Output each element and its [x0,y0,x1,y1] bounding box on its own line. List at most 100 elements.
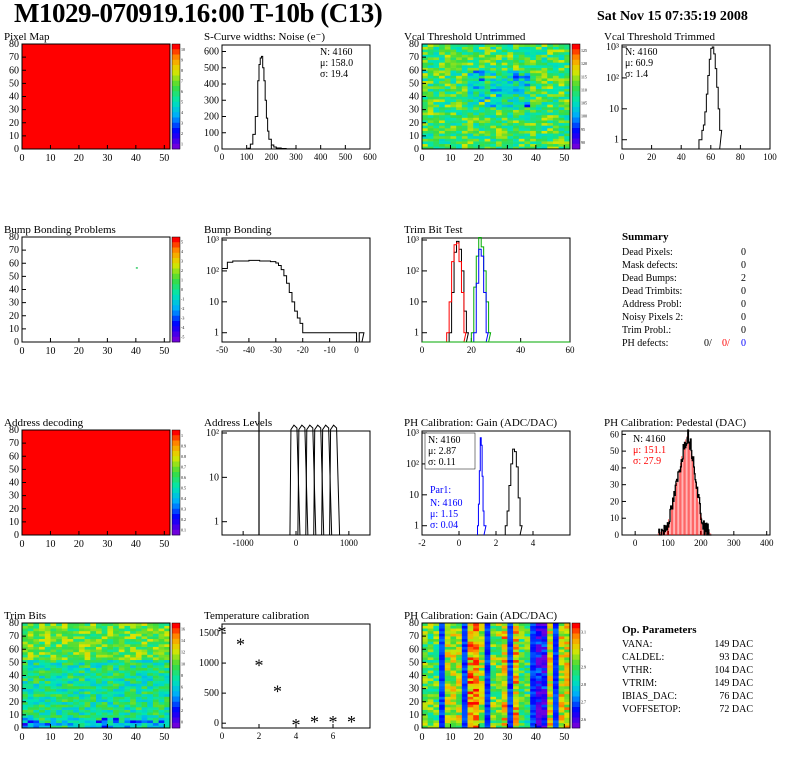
heatmap-cell [547,699,554,703]
heatmap-cell [564,688,571,692]
heatmap-cell [67,683,74,687]
heatmap-cell [541,701,548,705]
heatmap-cell [27,675,34,679]
heatmap-cell [158,691,165,695]
heatmap-cell [564,696,571,700]
heatmap-cell [444,128,451,131]
heatmap-cell [507,91,514,95]
heatmap-cell [78,683,85,687]
heatmap-cell [564,93,571,97]
heatmap-cell [501,717,508,721]
heatmap-cell [61,659,68,663]
heatmap-cell [530,625,537,629]
heatmap-cell [507,683,514,687]
heatmap-cell [473,78,480,82]
heatmap-cell [535,712,542,716]
heatmap-cell [56,649,63,653]
heatmap-cell [547,104,554,108]
heatmap-cell [513,678,520,682]
heatmap-cell [478,712,485,716]
heatmap-cell [552,44,559,47]
heatmap-cell [27,649,34,653]
palette-cell [172,638,180,645]
heatmap-cell [107,657,114,661]
heatmap-cell [478,146,485,150]
heatmap-cell [456,80,463,84]
heatmap-cell [535,704,542,708]
heatmap-cell [530,638,537,642]
heatmap-cell [535,117,542,121]
heatmap-cell [524,659,531,663]
heatmap-cell [518,696,525,700]
y-tick-label: 10 [609,104,619,115]
heatmap-cell [439,683,446,687]
heatmap-cell [33,641,40,645]
heatmap-cell [44,649,51,653]
heatmap-cell [541,138,548,142]
heatmap-cell [130,680,137,684]
heatmap-cell [39,693,46,697]
heatmap-cell [164,696,171,700]
heatmap-cell [22,683,28,687]
heatmap-cell [73,691,80,695]
heatmap-cell [158,725,165,729]
palette-cell [172,107,180,113]
palette-tick-label: 110 [581,87,587,92]
heatmap-cell [490,138,497,142]
heatmap-cell [456,46,463,50]
heatmap-cell [496,709,502,713]
heatmap-cell [541,662,548,666]
heatmap-cell [541,125,548,129]
heatmap-cell [427,638,434,642]
heatmap-cell [541,707,548,710]
heatmap-cell [44,678,51,682]
palette-cell [172,680,180,687]
heatmap-cell [73,654,80,658]
heatmap-cell [427,133,434,137]
heatmap-cell [118,693,125,697]
heatmap-cell [456,644,463,647]
heatmap-cell [439,122,446,126]
heatmap-cell [467,691,474,695]
heatmap-cell [56,625,63,629]
y-tick-label: 50 [9,464,19,475]
heatmap-cell [518,83,525,87]
heatmap-cell [564,628,571,632]
y-tick-label: 80 [409,39,419,50]
heatmap-cell [141,680,148,684]
heatmap-cell [501,659,508,663]
heatmap-cell [450,88,457,92]
heatmap-cell [558,114,565,118]
heatmap-cell [467,70,474,74]
heatmap-cell [564,133,571,137]
heatmap-cell [164,725,171,729]
heatmap-cell [73,641,80,645]
heatmap-cell [484,712,491,716]
heatmap-cell [507,128,514,131]
heatmap-cell [507,630,514,634]
heatmap-cell [535,96,542,100]
heatmap-cell [433,99,440,103]
y-tick-label: 30 [409,684,419,695]
heatmap-cell [558,644,565,647]
heatmap-cell [450,651,457,655]
heatmap-cell [444,88,451,92]
heatmap-cell [439,104,446,108]
heatmap-cell [50,628,57,632]
heatmap-cell [530,62,537,66]
x-tick-label: 1000 [340,538,359,548]
heatmap-cell [461,646,468,650]
heatmap-cell [535,680,542,684]
heatmap-cell [564,128,571,131]
heatmap-cell [558,688,565,692]
heatmap-cell [564,686,571,689]
heatmap-cell [84,675,91,679]
heatmap-cell [427,714,434,718]
stats-line: μ: 158.0 [320,58,353,69]
heatmap-cell [113,717,120,721]
heatmap-cell [50,649,57,653]
palette-cell [572,675,580,682]
heatmap-cell [96,722,102,726]
heatmap-cell [530,44,537,47]
heatmap-cell [518,86,525,89]
